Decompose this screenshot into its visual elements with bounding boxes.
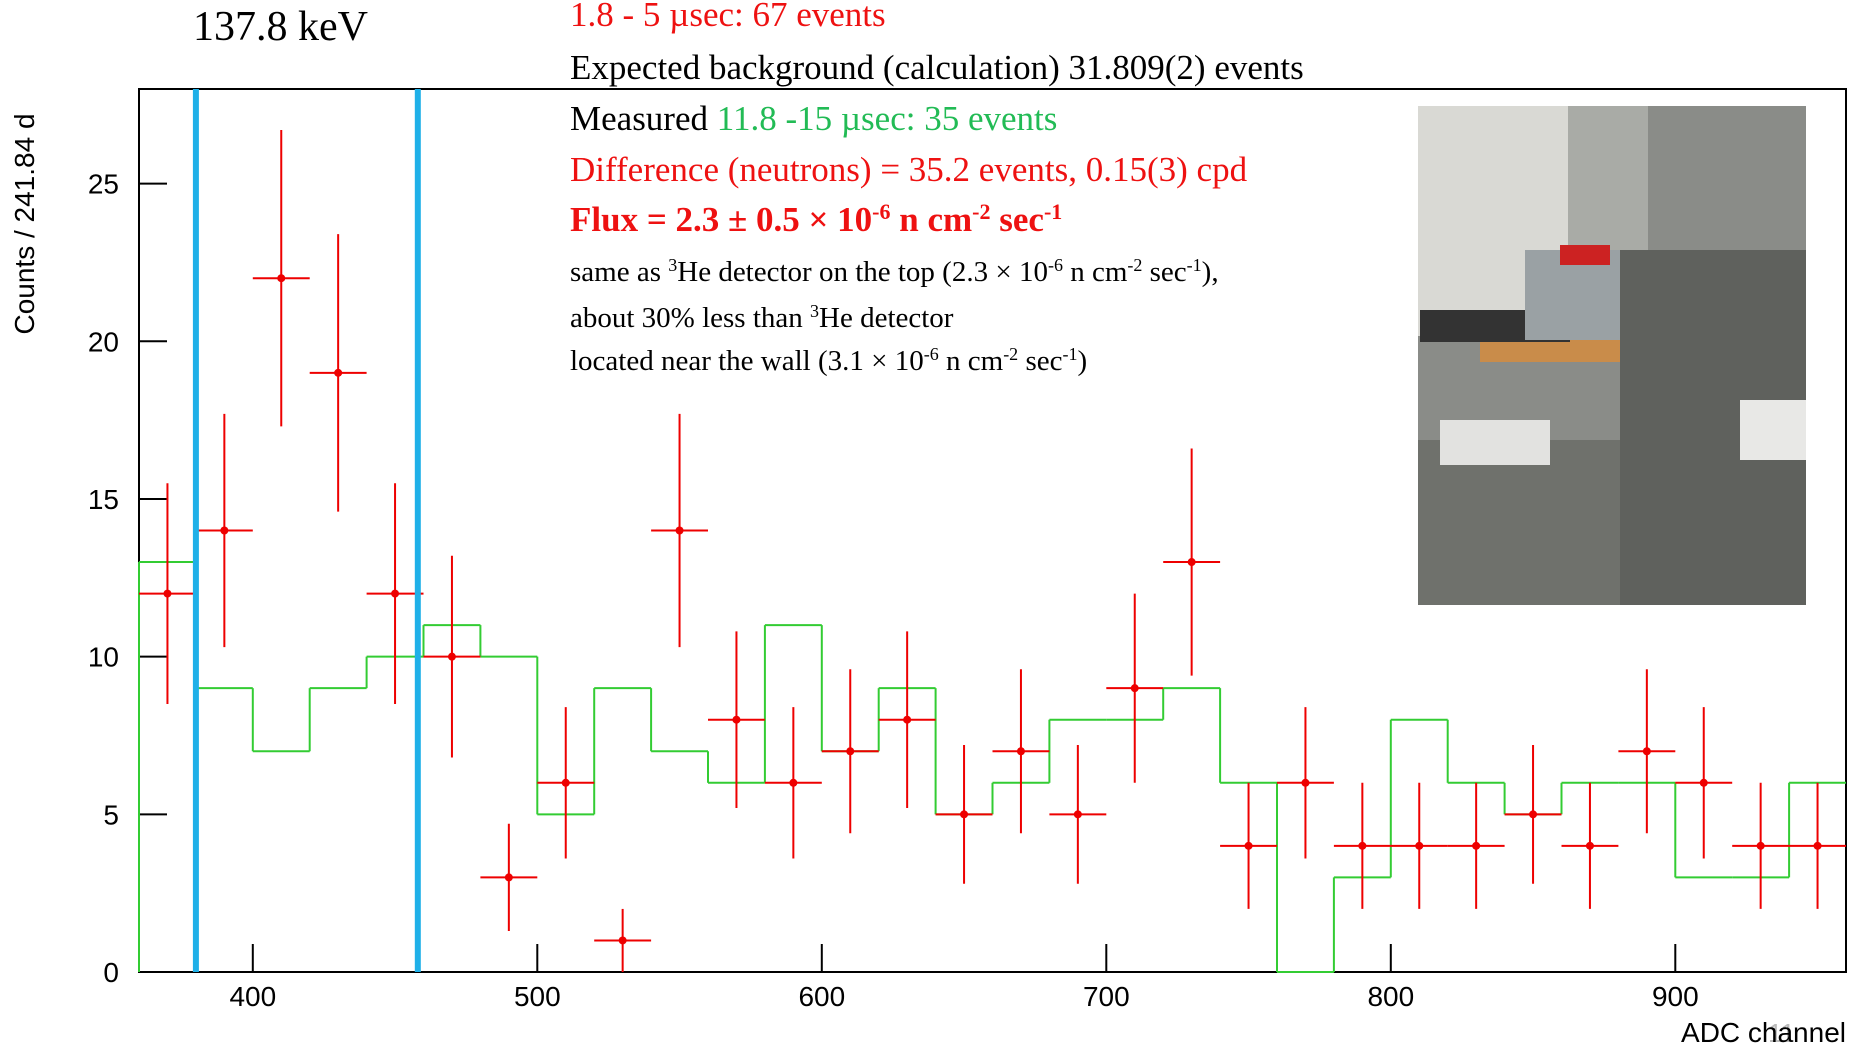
annotation-segment: n cm bbox=[891, 200, 973, 239]
y-tick-label: 25 bbox=[88, 169, 119, 200]
annotation-segment: -6 bbox=[872, 199, 890, 224]
annotation-segment: same as bbox=[570, 256, 668, 288]
y-tick-label: 10 bbox=[88, 642, 119, 673]
data-point bbox=[1301, 778, 1310, 787]
annotation-segment: n cm bbox=[1063, 256, 1128, 288]
x-tick-label: 900 bbox=[1652, 981, 1699, 1012]
x-tick-label: 700 bbox=[1083, 981, 1130, 1012]
annotation: located near the wall (3.1 × 10-6 n cm-2… bbox=[570, 344, 1087, 377]
data-point bbox=[277, 274, 286, 283]
data-point bbox=[903, 715, 912, 724]
data-point bbox=[1244, 841, 1253, 850]
page-number: 11 bbox=[1768, 1018, 1795, 1048]
annotation-segment: n cm bbox=[939, 345, 1004, 377]
data-point bbox=[1130, 684, 1139, 693]
data-point bbox=[1529, 810, 1538, 819]
data-point bbox=[1187, 558, 1196, 567]
energy-label: 137.8 keV bbox=[193, 4, 368, 50]
annotation-segment: -2 bbox=[1003, 344, 1018, 364]
annotation-segment: -2 bbox=[972, 199, 990, 224]
data-point bbox=[732, 715, 741, 724]
data-point bbox=[1415, 841, 1424, 850]
x-tick-label: 800 bbox=[1367, 981, 1414, 1012]
data-point bbox=[504, 873, 513, 882]
annotation-segment: -1 bbox=[1044, 199, 1062, 224]
plot-frame bbox=[138, 88, 1847, 973]
data-point bbox=[1699, 778, 1708, 787]
annotation-segment: Expected background (calculation) 31.809… bbox=[570, 48, 1304, 87]
data-point bbox=[789, 778, 798, 787]
annotation: Measured 11.8 -15 µsec: 35 events bbox=[570, 99, 1057, 138]
annotation-segment: -6 bbox=[924, 344, 939, 364]
y-tick-label: 15 bbox=[88, 484, 119, 515]
annotation-segment: He detector on the top (2.3 × 10 bbox=[677, 256, 1048, 288]
annotation-segment: about 30% less than bbox=[570, 302, 810, 334]
annotation: about 30% less than 3He detector bbox=[570, 301, 954, 334]
y-tick-label: 0 bbox=[103, 957, 119, 988]
photo bbox=[1418, 106, 1806, 605]
annotation: Flux = 2.3 ± 0.5 × 10-6 n cm-2 sec-1 bbox=[570, 199, 1062, 240]
data-point bbox=[846, 747, 855, 756]
data-point bbox=[1642, 747, 1651, 756]
data-point bbox=[1756, 841, 1765, 850]
annotation-segment: 11.8 -15 µsec: 35 events bbox=[717, 99, 1058, 138]
data-point bbox=[1585, 841, 1594, 850]
x-axis-label: ADC channel bbox=[1681, 1017, 1846, 1048]
data-point bbox=[220, 526, 229, 535]
data-point bbox=[163, 589, 172, 598]
annotation-segment: Flux = 2.3 ± 0.5 × 10 bbox=[570, 200, 872, 239]
y-axis-label: Counts / 241.84 d bbox=[9, 113, 40, 334]
data-point bbox=[1016, 747, 1025, 756]
annotation-segment: 1.8 - 5 µsec: 67 events bbox=[570, 0, 886, 34]
annotation-segment: -1 bbox=[1187, 255, 1202, 275]
data-point bbox=[960, 810, 969, 819]
annotation-segment: -1 bbox=[1062, 344, 1077, 364]
annotation-segment: ), bbox=[1202, 256, 1219, 288]
annotation-segment: He detector bbox=[819, 302, 954, 334]
data-point bbox=[1813, 841, 1822, 850]
data-point bbox=[675, 526, 684, 535]
annotation: Difference (neutrons) = 35.2 events, 0.1… bbox=[570, 150, 1248, 189]
x-tick-label: 600 bbox=[798, 981, 845, 1012]
data-point bbox=[447, 652, 456, 661]
data-point bbox=[334, 368, 343, 377]
data-point bbox=[618, 936, 627, 945]
data-point bbox=[391, 589, 400, 598]
y-tick-label: 5 bbox=[103, 799, 119, 830]
annotation-segment: 3 bbox=[668, 255, 677, 275]
data-point bbox=[561, 778, 570, 787]
annotation-segment: Measured bbox=[570, 99, 717, 138]
data-point bbox=[1358, 841, 1367, 850]
x-tick-label: 400 bbox=[229, 981, 276, 1012]
annotation-segment: Difference (neutrons) = 35.2 events, 0.1… bbox=[570, 150, 1248, 189]
annotation-segment: -6 bbox=[1048, 255, 1063, 275]
annotation: 1.8 - 5 µsec: 67 events bbox=[570, 0, 886, 34]
y-tick-label: 20 bbox=[88, 326, 119, 357]
annotation-segment: -2 bbox=[1127, 255, 1142, 275]
annotation: Expected background (calculation) 31.809… bbox=[570, 48, 1304, 87]
annotation: same as 3He detector on the top (2.3 × 1… bbox=[570, 255, 1219, 288]
data-point bbox=[1073, 810, 1082, 819]
x-tick-label: 500 bbox=[514, 981, 561, 1012]
annotation-segment: sec bbox=[990, 200, 1043, 239]
annotation-segment: ) bbox=[1077, 345, 1087, 377]
annotation-segment: 3 bbox=[810, 301, 819, 321]
annotation-segment: sec bbox=[1018, 345, 1062, 377]
data-point bbox=[1472, 841, 1481, 850]
annotation-segment: located near the wall (3.1 × 10 bbox=[570, 345, 924, 377]
annotation-segment: sec bbox=[1142, 256, 1186, 288]
